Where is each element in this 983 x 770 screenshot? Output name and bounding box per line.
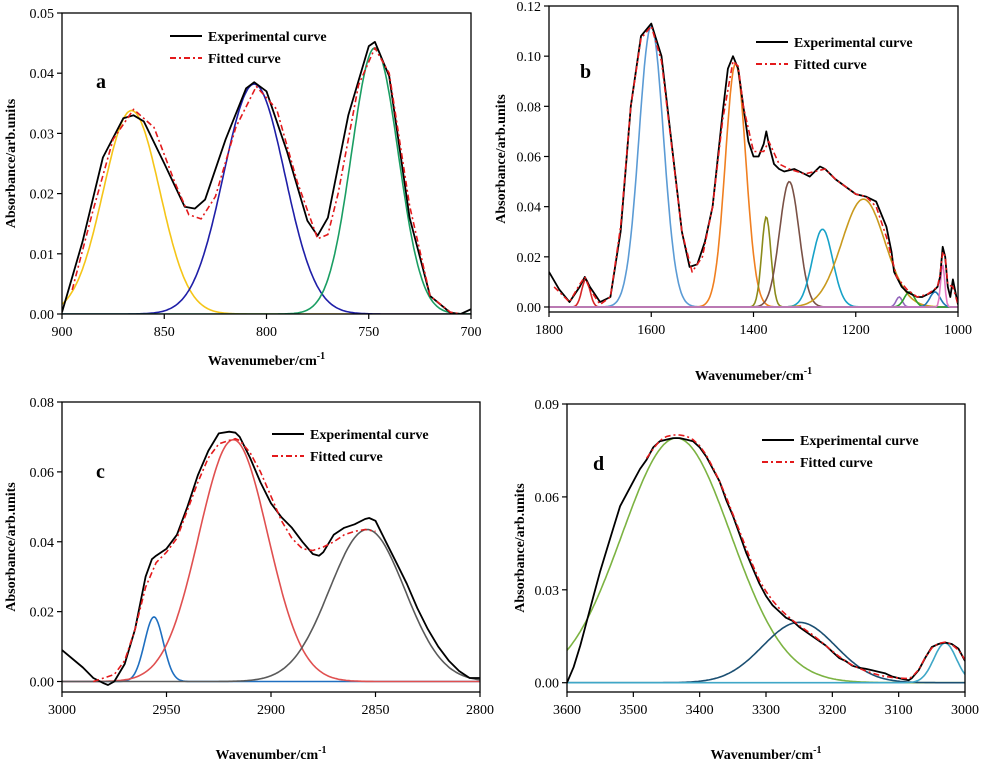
peak-curve	[549, 264, 958, 308]
x-axis-label: Wavenumeber/cm-1	[208, 351, 325, 369]
y-tick-label: 0.01	[30, 248, 55, 263]
legend-label: Experimental curve	[208, 30, 327, 45]
x-tick-label: 3400	[686, 703, 714, 718]
y-tick-label: 0.06	[517, 150, 542, 165]
panel-d: 3600 3500 3400 3300 3200 3100 3000 0.00 0.03 0.06…	[513, 398, 979, 763]
plot-area	[62, 430, 480, 686]
peak-curve	[549, 24, 958, 308]
legend-label: Fitted curve	[310, 450, 383, 465]
legend: Experimental curve Fitted curve	[170, 30, 327, 67]
experimental-curve	[549, 22, 958, 305]
y-axis-label: Absorbance/arb.units	[4, 482, 19, 612]
peak-curve	[567, 621, 965, 684]
experimental-curve	[62, 41, 471, 314]
y-tick-label: 0.12	[517, 0, 542, 15]
legend-label: Experimental curve	[800, 434, 919, 449]
panel-letter: c	[96, 461, 105, 483]
y-axis-label: Absorbance/arb.units	[494, 94, 509, 224]
x-tick-label: 1000	[944, 323, 972, 338]
x-tick-label: 2850	[362, 703, 390, 718]
y-tick-label: 0.00	[30, 308, 55, 323]
peak-curve	[62, 528, 480, 683]
x-tick-label: 850	[154, 325, 175, 340]
x-tick-label: 2800	[466, 703, 494, 718]
y-tick-label: 0.10	[517, 50, 542, 65]
x-axis-label: Wavenumeber/cm-1	[695, 366, 812, 384]
experimental-curve	[567, 437, 965, 684]
peak-curve	[62, 438, 480, 683]
legend: Experimental curve Fitted curve	[762, 434, 919, 471]
y-tick-label: 0.06	[30, 466, 55, 481]
plot-area	[62, 41, 471, 314]
x-tick-label: 3100	[885, 703, 913, 718]
peak-curve	[549, 62, 958, 308]
y-tick-label: 0.02	[30, 188, 55, 203]
y-tick-label: 0.00	[30, 676, 55, 691]
legend-label: Experimental curve	[310, 428, 429, 443]
legend: Experimental curve Fitted curve	[756, 36, 913, 73]
y-tick-label: 0.00	[517, 301, 542, 316]
x-tick-label: 1200	[842, 323, 870, 338]
peak-curve	[549, 180, 958, 308]
x-tick-label: 800	[256, 325, 277, 340]
peak-curve	[62, 109, 471, 314]
y-tick-label: 0.03	[30, 127, 55, 142]
x-axis-label: Wavenumber/cm-1	[711, 745, 822, 763]
x-tick-label: 900	[52, 325, 73, 340]
x-tick-label: 3200	[818, 703, 846, 718]
y-tick-label: 0.08	[517, 100, 542, 115]
y-axis-label: Absorbance/arb.units	[513, 483, 528, 613]
peak-curve	[62, 47, 471, 314]
fitted-curve	[553, 25, 958, 306]
x-tick-label: 3000	[951, 703, 979, 718]
panel-letter: b	[580, 61, 591, 83]
panel-b: 1800 1600 1400 1200 1000 0.00 0.02 0.04 0.06 0.08…	[494, 0, 972, 384]
y-tick-label: 0.04	[30, 536, 55, 551]
panel-letter: a	[96, 71, 106, 93]
y-tick-label: 0.02	[517, 251, 542, 266]
fitted-curve	[71, 47, 461, 314]
legend-label: Fitted curve	[800, 456, 873, 471]
peak-curve	[567, 642, 965, 684]
x-tick-label: 1400	[740, 323, 768, 338]
legend-label: Fitted curve	[794, 58, 867, 73]
y-tick-label: 0.09	[535, 398, 560, 413]
legend-label: Fitted curve	[208, 52, 281, 67]
x-tick-label: 3500	[619, 703, 647, 718]
y-axis-label: Absorbance/arb.units	[4, 98, 19, 228]
x-tick-label: 3000	[48, 703, 76, 718]
y-tick-label: 0.06	[535, 491, 560, 506]
x-tick-label: 1600	[637, 323, 665, 338]
x-tick-label: 2900	[257, 703, 285, 718]
x-axis-label: Wavenumber/cm-1	[216, 745, 327, 763]
x-tick-label: 3300	[752, 703, 780, 718]
y-tick-label: 0.02	[30, 606, 55, 621]
panel-c: 3000 2950 2900 2850 2800 0.00 0.02 0.04 0.06 0.08…	[4, 396, 494, 763]
plot-frame	[548, 5, 959, 313]
peak-curve	[567, 437, 965, 684]
x-tick-label: 2950	[153, 703, 181, 718]
panel-letter: d	[593, 453, 604, 475]
panel-a: 900 850 800 750 700 0.00 0.01 0.02 0.03 0.04 0.05 W…	[4, 7, 482, 369]
experimental-curve	[62, 430, 480, 686]
plot-area	[567, 434, 965, 684]
y-tick-label: 0.04	[30, 67, 55, 82]
x-tick-label: 3600	[553, 703, 581, 718]
legend: Experimental curve Fitted curve	[272, 428, 429, 465]
x-tick-label: 750	[358, 325, 379, 340]
plot-area	[549, 22, 958, 308]
legend-label: Experimental curve	[794, 36, 913, 51]
y-tick-label: 0.03	[535, 584, 560, 599]
y-tick-label: 0.05	[30, 7, 55, 22]
y-tick-label: 0.00	[535, 677, 560, 692]
x-tick-label: 1800	[535, 323, 563, 338]
y-tick-label: 0.04	[517, 201, 542, 216]
peak-curve	[62, 616, 480, 683]
y-tick-label: 0.08	[30, 396, 55, 411]
fitted-curve	[645, 434, 965, 680]
fitted-curve	[93, 437, 376, 683]
x-tick-label: 700	[461, 325, 482, 340]
